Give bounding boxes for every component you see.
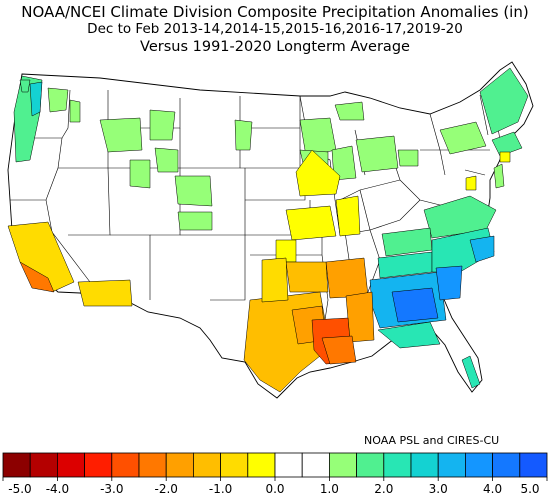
region-pennsylvania-pocket (465, 175, 477, 191)
colorbar-swatch (192, 452, 221, 478)
colorbar-tick-label: 4.0 (483, 482, 502, 496)
region-montana-central (149, 109, 176, 141)
region-florida-east-coast (461, 355, 481, 389)
region-new-jersey (493, 163, 505, 189)
colorbar-swatch (492, 452, 521, 478)
colorbar-tick-label: 3.0 (429, 482, 448, 496)
colorbar-tick-label: 5.0 (520, 482, 539, 496)
colorbar-swatch (138, 452, 167, 478)
region-dakotas-west (234, 119, 253, 151)
region-ohio-north (397, 149, 419, 167)
region-wyoming-north (129, 159, 151, 189)
colorbar-tick-label: -4.0 (46, 482, 69, 496)
region-new-york (439, 121, 487, 155)
region-florida-panhandle (377, 321, 441, 349)
map-subtitle-baseline: Versus 1991-2020 Longterm Average (140, 39, 410, 55)
colorbar-swatch (2, 452, 31, 478)
region-georgia-core (391, 287, 439, 323)
colorbar-swatch (57, 452, 86, 478)
colorbar-tick-label: 2.0 (374, 482, 393, 496)
colorbar-swatch (410, 452, 439, 478)
colorbar-swatch (274, 452, 303, 478)
colorbar-swatches (2, 452, 548, 478)
region-maryland-pocket (499, 151, 511, 163)
region-michigan-upper (334, 101, 365, 121)
region-new-england-coast (491, 131, 523, 157)
colorbar-swatch (464, 452, 493, 478)
region-illinois (335, 195, 361, 237)
anomaly-fills (7, 67, 529, 393)
colorbar-tick-label: -1.0 (209, 482, 232, 496)
colorbar-tick-label: 0.0 (265, 482, 284, 496)
colorbar-swatch (29, 452, 58, 478)
colorbar-swatch (220, 452, 249, 478)
colorbar-swatch (165, 452, 194, 478)
colorbar-swatch (84, 452, 113, 478)
region-texas-panhandle (261, 257, 289, 303)
region-louisiana-south (321, 335, 357, 365)
colorbar-swatch (111, 452, 140, 478)
region-arkansas (325, 257, 369, 299)
region-olympic-peninsula (19, 79, 31, 93)
region-michigan (355, 135, 399, 173)
colorbar-swatch (356, 452, 385, 478)
colorbar-tick-label: -5.0 (8, 482, 31, 496)
map-subtitle-period: Dec to Feb 2013-14,2014-15,2015-16,2016-… (87, 21, 463, 37)
region-arizona-southwest (77, 279, 133, 307)
colorbar-swatch (383, 452, 412, 478)
colorbar-tick-label: -3.0 (100, 482, 123, 496)
region-southern-california-coast (19, 261, 55, 293)
colorbar-labels: -5.0 -4.0 -3.0 -2.0 -1.0 0.0 1.0 2.0 3.0 4.0 5.0 (8, 482, 539, 496)
colorbar-tick-label: -2.0 (154, 482, 177, 496)
region-kansas-missouri (285, 205, 337, 241)
colorbar-swatch (328, 452, 357, 478)
region-ohio-valley (295, 149, 341, 197)
map-title: NOAA/NCEI Climate Division Composite Pre… (21, 3, 529, 21)
region-inland-northwest (47, 87, 69, 113)
region-oklahoma (285, 261, 329, 293)
region-montana-west (99, 117, 143, 153)
precipitation-anomaly-map (7, 61, 534, 399)
region-north-carolina-coast (469, 235, 495, 263)
colorbar-ticks (2, 477, 548, 481)
colorbar: -5.0 -4.0 -3.0 -2.0 -1.0 0.0 1.0 2.0 3.0 4.0 5.0 (2, 452, 548, 496)
region-south-carolina (435, 265, 463, 301)
region-wyoming-east (174, 175, 213, 207)
region-california (7, 221, 75, 293)
colorbar-tick-label: 1.0 (320, 482, 339, 496)
region-new-england (479, 67, 529, 135)
colorbar-swatch (247, 452, 276, 478)
data-credit: NOAA PSL and CIRES-CU (364, 434, 500, 447)
region-montana-east (154, 147, 179, 173)
region-northern-idaho (69, 99, 81, 123)
region-puget-sound (29, 81, 43, 117)
colorbar-swatch (437, 452, 466, 478)
colorbar-swatch (519, 452, 548, 478)
region-mississippi (345, 291, 375, 343)
region-colorado-east (177, 211, 213, 231)
colorbar-swatch (301, 452, 330, 478)
